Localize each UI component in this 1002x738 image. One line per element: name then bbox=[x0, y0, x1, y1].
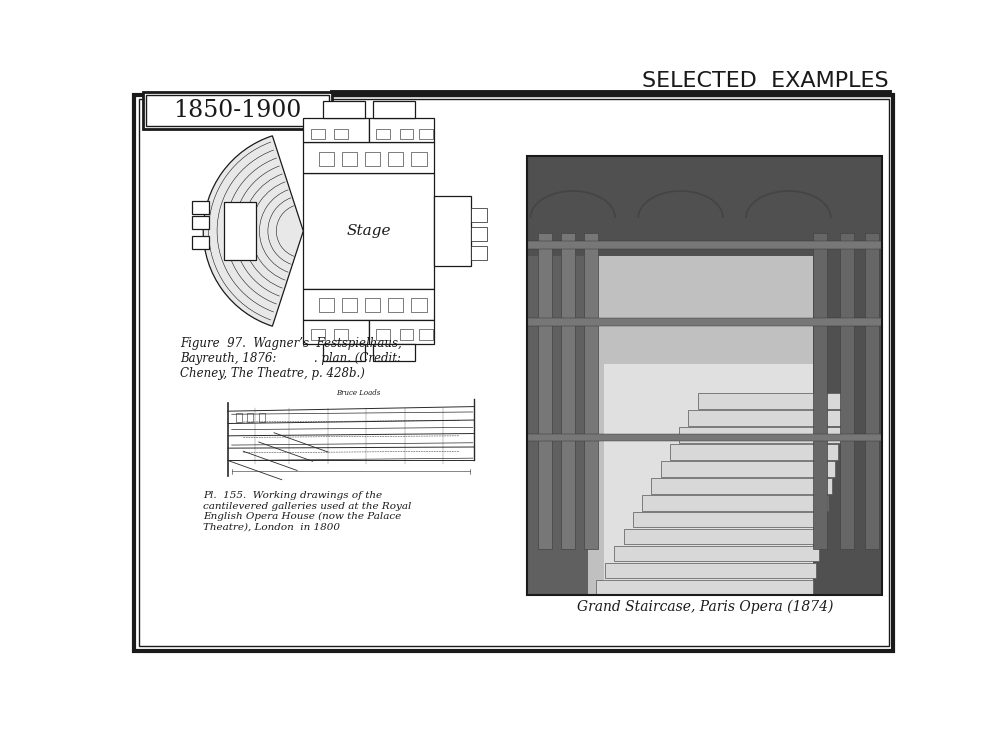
Bar bbox=[388, 152, 404, 165]
Bar bbox=[377, 128, 391, 139]
Bar bbox=[642, 495, 829, 511]
Text: SELECTED  EXAMPLES: SELECTED EXAMPLES bbox=[642, 71, 889, 91]
Bar bbox=[527, 156, 883, 596]
Bar bbox=[400, 329, 414, 339]
Bar bbox=[538, 233, 552, 549]
Bar bbox=[840, 233, 854, 549]
Wedge shape bbox=[203, 136, 304, 326]
Bar bbox=[584, 233, 598, 549]
Bar bbox=[411, 152, 427, 165]
Bar bbox=[191, 201, 208, 214]
Bar bbox=[235, 413, 241, 422]
Bar bbox=[813, 156, 883, 596]
Bar bbox=[304, 289, 434, 320]
Bar bbox=[419, 329, 433, 339]
Bar bbox=[224, 201, 257, 261]
Bar bbox=[688, 410, 844, 426]
Bar bbox=[143, 92, 332, 129]
Bar bbox=[669, 444, 838, 460]
Bar bbox=[527, 156, 883, 596]
Bar bbox=[411, 298, 427, 312]
Bar bbox=[146, 95, 329, 126]
Bar bbox=[471, 227, 487, 241]
Bar bbox=[527, 156, 588, 596]
Bar bbox=[342, 298, 358, 312]
Bar bbox=[304, 173, 434, 289]
Bar bbox=[247, 413, 254, 422]
Bar bbox=[596, 580, 813, 596]
Bar bbox=[369, 320, 434, 344]
Text: Figure  97.  Wagner’s  Festspielhaus,
Bayreuth, 1876:          . plan. (Credit:
: Figure 97. Wagner’s Festspielhaus, Bayre… bbox=[180, 337, 402, 380]
Text: Bruce Loads: Bruce Loads bbox=[337, 390, 381, 397]
Bar bbox=[311, 128, 325, 139]
Text: Grand Staircase, Paris Opera (1874): Grand Staircase, Paris Opera (1874) bbox=[577, 599, 834, 614]
Bar bbox=[323, 101, 365, 118]
Bar bbox=[866, 233, 880, 549]
Bar bbox=[304, 320, 369, 344]
Bar bbox=[679, 427, 841, 443]
Bar bbox=[527, 433, 883, 441]
Bar bbox=[191, 235, 208, 249]
Bar bbox=[623, 529, 823, 545]
Text: Pl.  155.  Working drawings of the
cantilevered galleries used at the Royal
Engl: Pl. 155. Working drawings of the cantile… bbox=[203, 492, 412, 531]
Bar bbox=[319, 152, 334, 165]
Bar bbox=[259, 413, 265, 422]
Bar bbox=[334, 329, 348, 339]
Bar bbox=[377, 329, 391, 339]
Bar bbox=[471, 246, 487, 261]
Bar bbox=[651, 478, 832, 494]
Bar bbox=[614, 546, 820, 562]
Bar bbox=[319, 298, 334, 312]
Bar bbox=[527, 241, 883, 249]
Bar bbox=[191, 216, 208, 230]
Bar bbox=[365, 152, 381, 165]
Bar bbox=[304, 142, 434, 173]
Text: 1850-1900: 1850-1900 bbox=[173, 100, 302, 123]
Bar bbox=[527, 156, 883, 256]
Bar bbox=[304, 118, 369, 142]
Bar bbox=[697, 393, 847, 409]
Bar bbox=[419, 128, 433, 139]
Bar bbox=[603, 365, 813, 596]
Text: Stage: Stage bbox=[347, 224, 391, 238]
Bar bbox=[342, 152, 358, 165]
Bar bbox=[373, 344, 415, 361]
Bar bbox=[334, 128, 348, 139]
Bar bbox=[471, 208, 487, 222]
Bar bbox=[434, 196, 471, 266]
Bar bbox=[323, 344, 365, 361]
Bar bbox=[373, 101, 415, 118]
Bar bbox=[605, 563, 817, 579]
Bar bbox=[813, 233, 827, 549]
Bar bbox=[527, 318, 883, 325]
Bar bbox=[388, 298, 404, 312]
Bar bbox=[365, 298, 381, 312]
Bar bbox=[633, 512, 826, 528]
Bar bbox=[311, 329, 325, 339]
Bar bbox=[369, 118, 434, 142]
Bar bbox=[561, 233, 575, 549]
Bar bbox=[660, 461, 835, 477]
Bar bbox=[400, 128, 414, 139]
